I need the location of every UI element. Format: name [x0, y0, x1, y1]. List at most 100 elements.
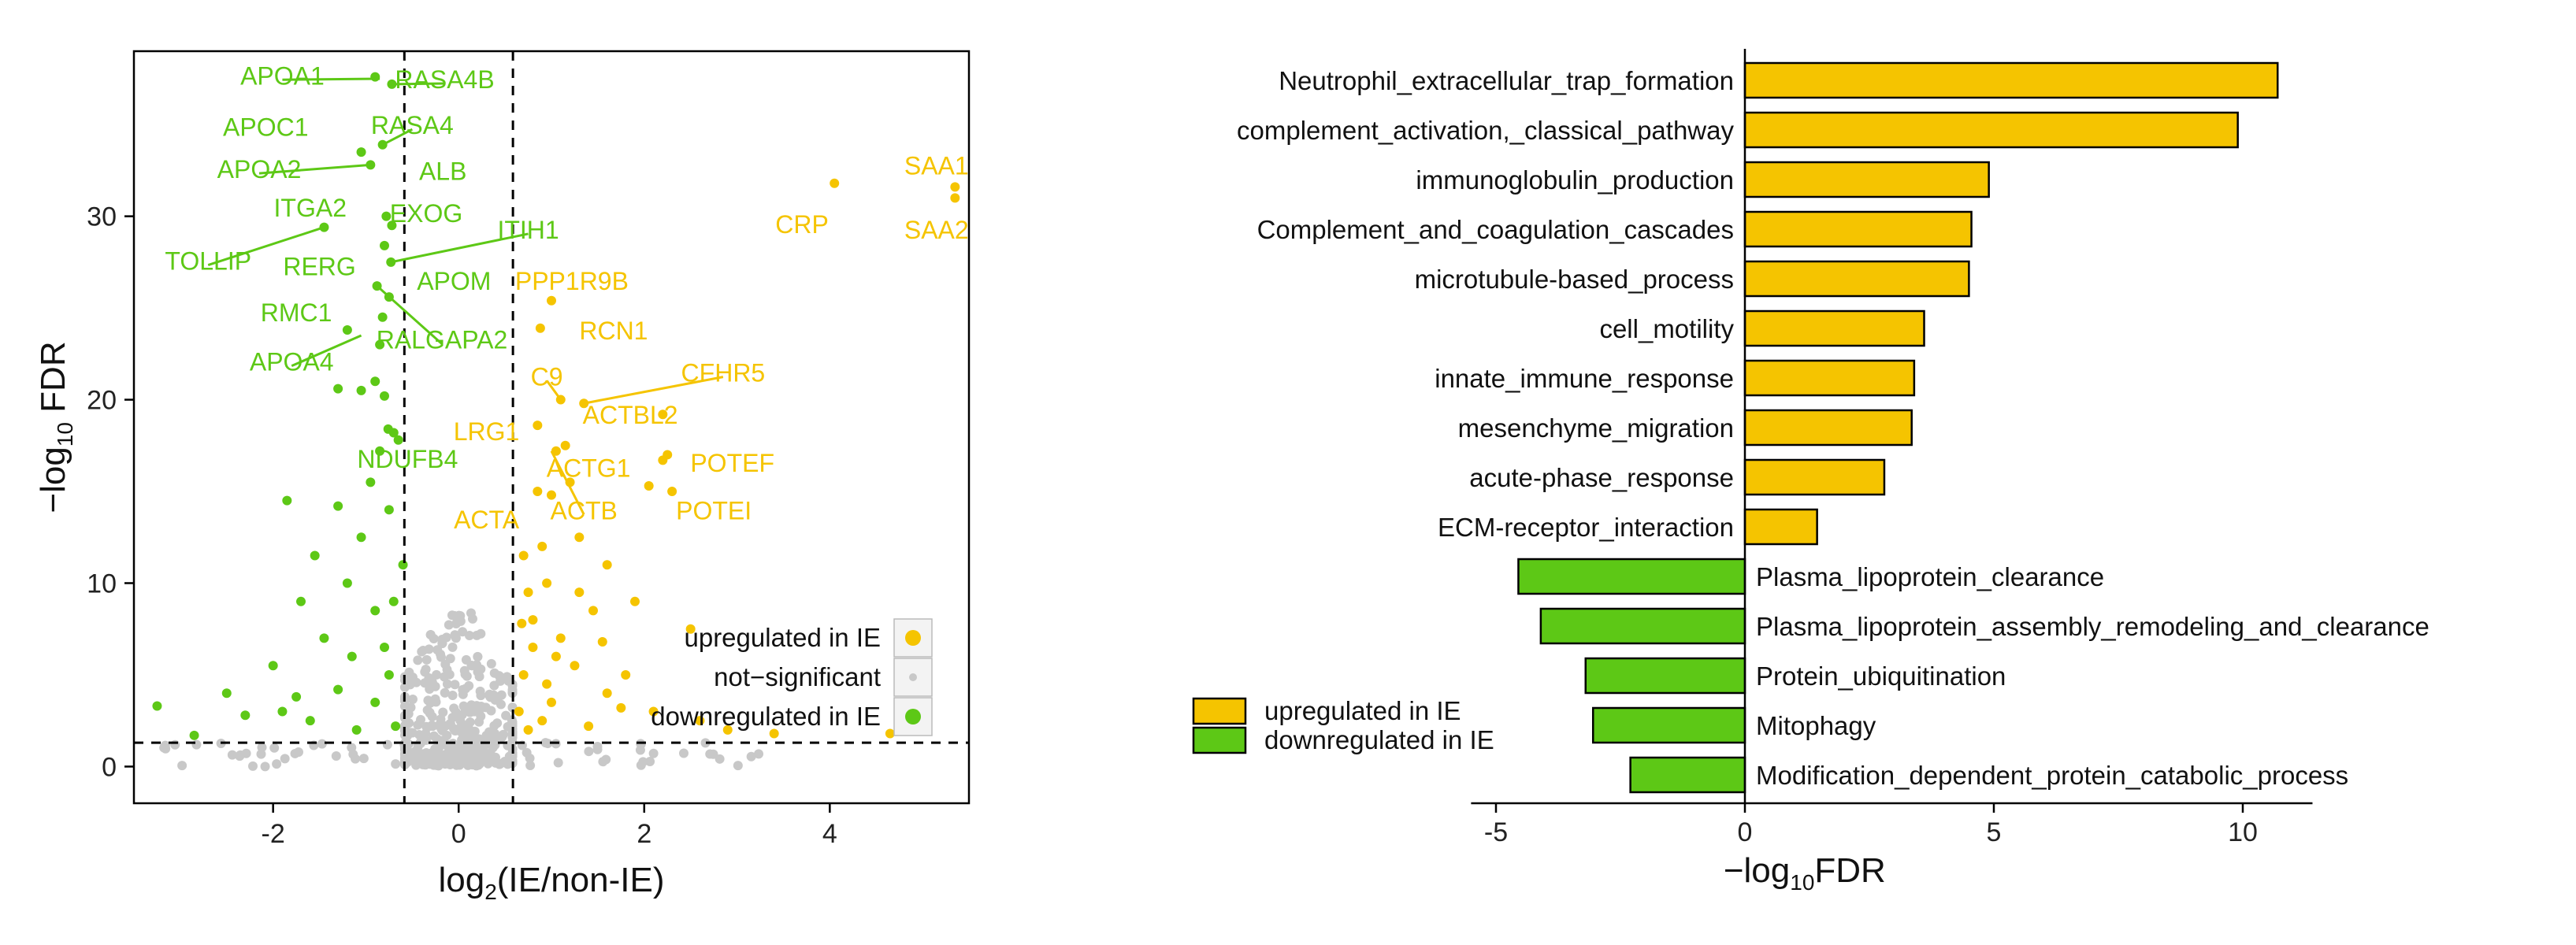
ns-point	[331, 751, 341, 762]
data-point	[380, 643, 389, 653]
data-point	[695, 716, 705, 726]
data-point	[333, 684, 343, 695]
ns-point	[447, 691, 458, 701]
ns-point	[635, 745, 645, 755]
ns-point	[462, 760, 473, 770]
ns-point	[411, 677, 421, 687]
ns-point	[413, 655, 423, 665]
ns-point	[434, 721, 444, 731]
ns-point	[444, 669, 455, 680]
gene-leader-line	[583, 376, 724, 405]
ns-point	[483, 758, 493, 769]
data-point	[370, 697, 380, 707]
data-point	[588, 606, 598, 616]
gene-label: CFHR5	[681, 359, 766, 387]
ns-point	[425, 684, 435, 695]
ns-point	[489, 680, 499, 691]
ns-point	[257, 743, 267, 753]
gene-label: RERG	[283, 253, 355, 281]
legend-label: downregulated in IE	[651, 702, 881, 731]
data-point	[152, 701, 162, 711]
ns-point	[417, 749, 427, 759]
enrichment-bar	[1743, 309, 1925, 347]
data-point	[305, 716, 315, 726]
y-axis-title-sub: 10	[53, 422, 77, 447]
enrichment-bar	[1743, 161, 1990, 198]
data-point	[268, 661, 278, 671]
data-point	[384, 669, 394, 680]
data-point	[528, 643, 538, 653]
term-label: Plasma_lipoprotein_assembly_remodeling_a…	[1756, 612, 2429, 641]
ns-point	[465, 717, 475, 727]
ns-points	[159, 608, 764, 772]
ns-point	[421, 654, 432, 665]
gene-label: APOA1	[240, 61, 325, 90]
data-point	[555, 633, 566, 643]
data-point	[560, 440, 570, 450]
data-point	[366, 477, 376, 487]
gene-label: RMC1	[261, 298, 332, 327]
data-point	[630, 596, 640, 606]
ns-point	[485, 692, 496, 702]
ns-point	[449, 703, 459, 713]
data-point	[356, 147, 366, 158]
enrichment-bar	[1584, 657, 1746, 695]
ns-point	[451, 760, 462, 770]
ns-point	[260, 762, 270, 772]
data-point	[667, 487, 677, 497]
data-point	[574, 532, 585, 543]
x-axis-title-sub: 2	[484, 880, 497, 904]
data-point	[375, 339, 385, 350]
gene-label: APOM	[417, 267, 491, 295]
y-tick-label: 0	[102, 752, 117, 782]
data-point	[333, 501, 343, 511]
gene-label: ACTBL2	[583, 401, 678, 429]
ns-point	[584, 747, 594, 757]
ns-point	[451, 633, 461, 643]
gene-label: RCN1	[579, 317, 648, 345]
data-point	[393, 435, 403, 445]
data-point	[356, 532, 366, 543]
data-point	[542, 679, 552, 689]
y-tick-label: 10	[87, 569, 117, 598]
term-label: mesenchyme_migration	[1458, 413, 1734, 443]
gene-label: NDUFB4	[357, 445, 458, 473]
term-label: microtubule-based_process	[1415, 265, 1734, 294]
ns-point	[678, 748, 689, 758]
ns-point	[454, 610, 464, 621]
gene-leader-line	[390, 232, 529, 264]
data-point	[291, 691, 302, 702]
ns-point	[476, 664, 486, 674]
ns-point	[272, 759, 282, 769]
enrichment-bar	[1539, 607, 1746, 645]
volcano-plot: APOA1 RASA4B APOC1 RASA4 APOA2 ALB ITGA2 EXOG IT…	[34, 50, 971, 904]
x-axis-title-pre: −log	[1724, 851, 1790, 890]
data-point	[240, 710, 251, 721]
ns-point	[473, 651, 483, 662]
data-point	[518, 550, 529, 561]
ns-point	[705, 749, 715, 759]
gene-label: ACTA	[454, 506, 520, 534]
data-point	[514, 706, 524, 717]
ns-point	[440, 659, 451, 669]
ns-point	[475, 686, 485, 696]
ns-point	[416, 714, 426, 724]
gene-label: RASA4B	[395, 65, 494, 94]
x-tick-label: 5	[1987, 817, 2002, 847]
gene-label: ITIH1	[497, 216, 559, 244]
data-point	[333, 384, 343, 394]
data-point	[547, 295, 556, 306]
term-label: Complement_and_coagulation_cascades	[1257, 215, 1734, 244]
ns-point	[317, 739, 327, 749]
enrichment-bar	[1517, 558, 1746, 595]
ns-point	[431, 697, 441, 707]
data-point	[347, 651, 357, 662]
term-label: complement_activation,_classical_pathway	[1237, 116, 1734, 145]
ns-point	[455, 716, 466, 726]
data-point	[574, 587, 585, 598]
term-label: Protein_ubiquitination	[1756, 662, 2006, 691]
ns-point	[437, 634, 447, 644]
term-label: Modification_dependent_protein_catabolic…	[1756, 761, 2348, 790]
x-axis-title-post: (IE/non-IE)	[497, 861, 665, 899]
